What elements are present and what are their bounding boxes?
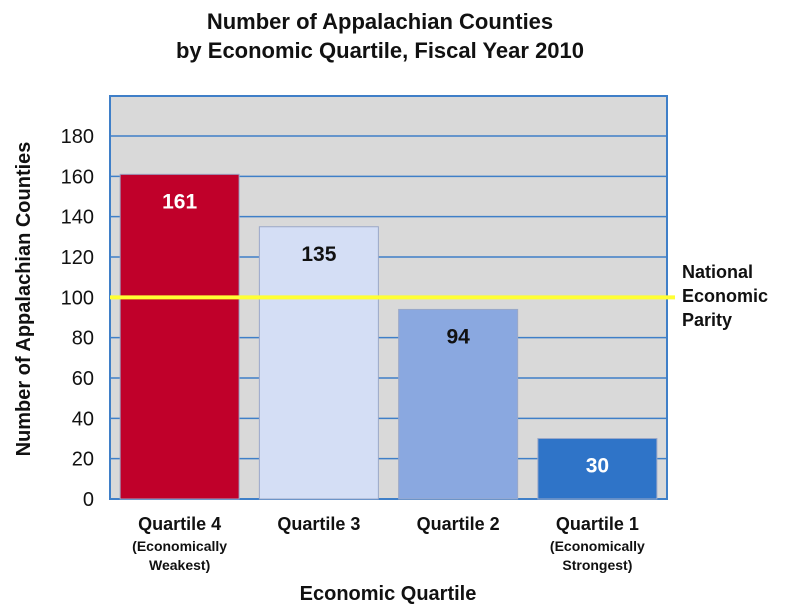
x-tick-sublabel: (Economically (132, 538, 227, 554)
x-tick-label: Quartile 4 (138, 514, 221, 534)
x-tick-sublabel: (Economically (550, 538, 645, 554)
bar (258, 226, 379, 500)
y-tick-label: 160 (61, 166, 94, 188)
data-label: 135 (301, 243, 336, 266)
bar (398, 308, 519, 500)
data-label: 161 (162, 190, 197, 213)
bar (119, 173, 240, 500)
reference-line: National Economic Parity (110, 262, 768, 330)
y-tick-label: 140 (61, 207, 94, 229)
data-label: 94 (446, 325, 470, 348)
x-tick-sublabel: Strongest) (562, 557, 632, 573)
y-tick-label: 180 (61, 126, 94, 148)
x-tick-label: Quartile 3 (277, 514, 360, 534)
y-tick-label: 120 (61, 247, 94, 269)
reference-line-label: Parity (682, 310, 732, 330)
y-tick-label: 60 (72, 368, 94, 390)
chart-title-line-2: by Economic Quartile, Fiscal Year 2010 (176, 38, 584, 63)
bar (537, 438, 658, 500)
data-labels: 161 135 94 30 (162, 190, 609, 477)
data-label: 30 (586, 455, 609, 478)
x-tick-label: Quartile 1 (556, 514, 639, 534)
reference-line-label: National (682, 262, 753, 282)
x-tick-label: Quartile 2 (417, 514, 500, 534)
x-axis-categories: Quartile 4 (Economically Weakest) Quartile … (132, 514, 645, 573)
y-axis-ticks: 0 20 40 60 80 100 120 140 160 180 (61, 126, 94, 511)
y-tick-label: 0 (83, 489, 94, 511)
x-tick-sublabel: Weakest) (149, 557, 210, 573)
y-tick-label: 100 (61, 287, 94, 309)
chart-title: Number of Appalachian Counties by Econom… (176, 9, 584, 63)
x-axis-label: Economic Quartile (300, 583, 477, 605)
y-tick-label: 40 (72, 408, 94, 430)
y-axis-label: Number of Appalachian Counties (13, 142, 35, 457)
bars (119, 173, 658, 500)
y-tick-label: 80 (72, 328, 94, 350)
chart-title-line-1: Number of Appalachian Counties (207, 9, 553, 34)
y-tick-label: 20 (72, 449, 94, 471)
reference-line-label: Economic (682, 286, 768, 306)
